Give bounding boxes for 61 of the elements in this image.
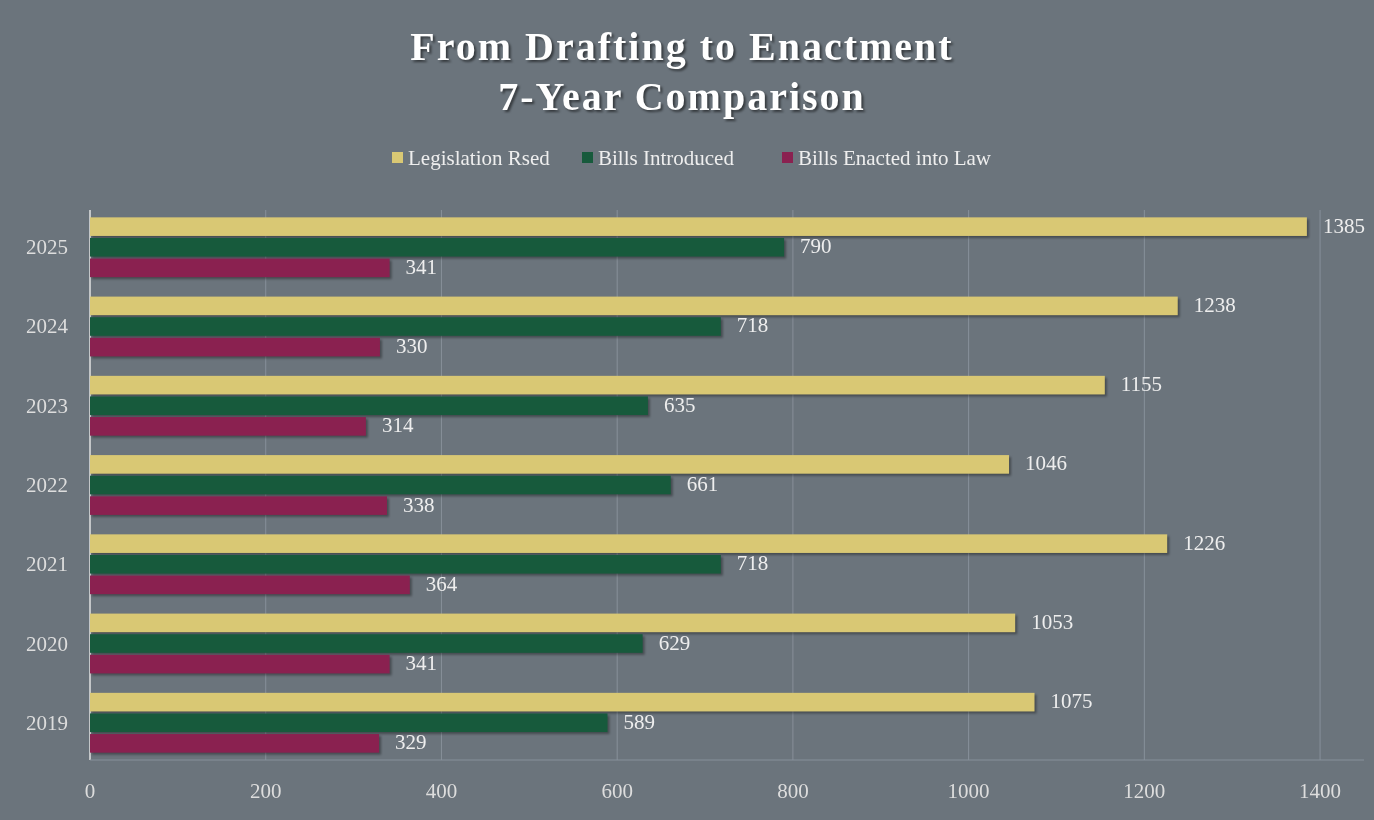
bar — [90, 217, 1307, 236]
bar — [90, 554, 721, 574]
y-tick-label: 2025 — [26, 235, 68, 260]
data-label: 661 — [686, 472, 719, 496]
data-label: 364 — [425, 571, 458, 596]
x-tick-label: 1400 — [1299, 779, 1342, 803]
data-label: 635 — [663, 392, 696, 417]
x-tick-label: 400 — [425, 779, 458, 803]
y-tick-label: 2022 — [26, 473, 68, 497]
bar — [90, 575, 410, 595]
bar — [90, 337, 380, 357]
bar — [90, 734, 380, 753]
bar — [90, 534, 1168, 553]
data-label: 341 — [405, 651, 438, 676]
y-tick-label: 2020 — [26, 631, 68, 656]
bar — [90, 654, 390, 674]
data-label: 1053 — [1031, 609, 1074, 634]
y-tick-label: 2021 — [26, 552, 68, 577]
bar — [90, 613, 1016, 633]
x-tick-label: 0 — [84, 779, 96, 803]
data-label: 718 — [736, 551, 769, 576]
y-tick-label: 2019 — [26, 710, 68, 735]
data-label: 1046 — [1025, 451, 1068, 476]
bar — [90, 296, 1178, 316]
x-tick-label: 800 — [777, 779, 809, 803]
data-label: 629 — [658, 630, 691, 655]
data-label: 1226 — [1183, 530, 1226, 555]
data-label: 1155 — [1120, 372, 1163, 397]
data-label: 314 — [381, 413, 414, 438]
bar — [90, 496, 387, 515]
data-label: 329 — [395, 730, 427, 755]
bar — [90, 475, 671, 495]
y-tick-label: 2023 — [26, 393, 68, 418]
legend-label: Legislation Rsed — [408, 146, 551, 170]
bar — [90, 634, 643, 653]
x-tick-label: 200 — [249, 779, 282, 803]
legend-label: Bills Enacted into Law — [798, 146, 992, 170]
x-tick-label: 600 — [601, 779, 633, 803]
chart-title: From Drafting to Enactment 7-Year Comparison — [410, 24, 954, 119]
bar — [90, 396, 648, 416]
bar — [90, 455, 1010, 474]
x-tick-label: 1000 — [947, 779, 990, 803]
data-label: 1075 — [1050, 689, 1093, 714]
data-label: 330 — [395, 334, 428, 359]
bar — [90, 258, 390, 278]
data-label: 338 — [402, 492, 435, 517]
data-label: 790 — [800, 234, 832, 259]
data-label: 718 — [736, 313, 769, 338]
data-label: 589 — [623, 709, 656, 734]
data-label: 341 — [405, 254, 438, 279]
y-tick-label: 2024 — [26, 314, 69, 339]
x-tick-label: 1200 — [1123, 779, 1166, 803]
bar — [90, 417, 366, 436]
bar — [90, 692, 1035, 712]
bar — [90, 713, 608, 733]
bar — [90, 317, 721, 336]
bar — [90, 375, 1105, 395]
data-label: 1385 — [1322, 213, 1365, 238]
bar — [90, 237, 785, 257]
data-label: 1238 — [1193, 292, 1236, 317]
legend-label: Bills Introduced — [598, 146, 735, 170]
